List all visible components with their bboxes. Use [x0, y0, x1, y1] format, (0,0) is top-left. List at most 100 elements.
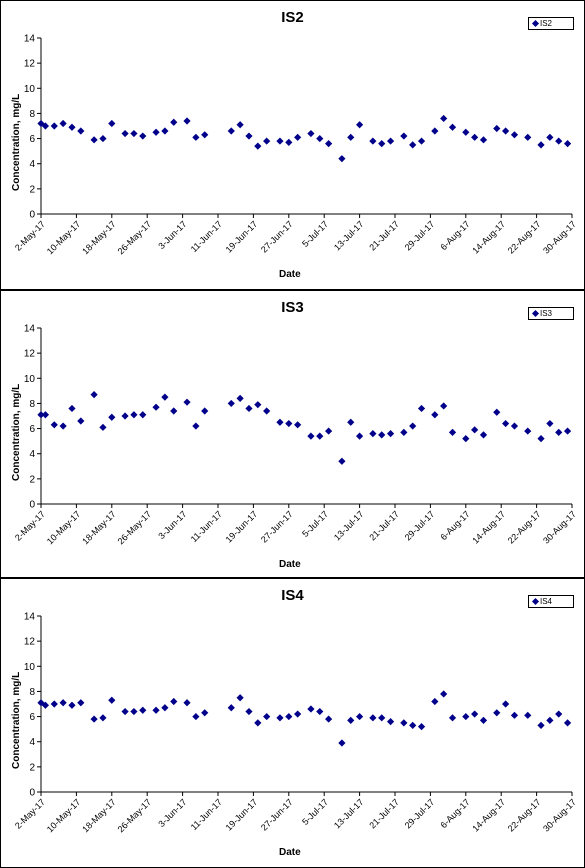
- chart-title: IS3: [281, 299, 304, 316]
- data-point: [431, 697, 439, 706]
- data-point: [386, 137, 395, 145]
- data-point: [99, 134, 107, 143]
- x-tick-label: 14-Aug-17: [470, 509, 507, 546]
- data-point: [325, 140, 333, 148]
- data-point: [325, 427, 333, 435]
- data-point: [493, 408, 501, 416]
- data-point: [183, 117, 191, 125]
- data-point: [68, 404, 76, 413]
- data-point: [170, 118, 178, 126]
- data-point: [386, 430, 395, 438]
- x-tick-label: 19-Jun-17: [224, 797, 260, 833]
- x-tick-label: 29-Jul-17: [403, 797, 437, 831]
- x-tick-label: 3-Jun-17: [156, 509, 188, 541]
- plot-area: 0 2 4 6 8 10 12 14 2-May-1710-May-1718-May-1726-…: [13, 612, 578, 835]
- data-point: [338, 457, 346, 465]
- data-point: [77, 699, 85, 707]
- data-point: [555, 428, 563, 436]
- x-tick-label: 29-Jul-17: [403, 219, 437, 253]
- data-point: [285, 712, 293, 721]
- data-point: [152, 706, 160, 714]
- x-tick-label: 5-Jul-17: [300, 797, 330, 827]
- data-point: [471, 710, 479, 718]
- x-tick-label: 2-May-17: [13, 797, 47, 831]
- data-point: [546, 716, 554, 724]
- data-point: [139, 706, 147, 714]
- x-tick-label: 2-May-17: [13, 509, 47, 543]
- legend-label: IS3: [540, 309, 553, 318]
- data-point: [546, 419, 554, 428]
- x-tick-label: 21-Jul-17: [367, 219, 401, 253]
- data-point: [347, 133, 355, 141]
- data-point: [502, 127, 510, 135]
- data-point: [440, 114, 448, 123]
- x-axis-label: Date: [279, 269, 301, 280]
- data-point: [254, 719, 262, 727]
- data-point: [307, 432, 315, 440]
- data-point: [41, 122, 50, 130]
- data-point: [555, 710, 563, 718]
- chart-legend: IS2: [528, 17, 574, 30]
- data-point: [227, 704, 235, 712]
- y-tick-label: 14: [24, 34, 36, 45]
- data-point: [285, 419, 293, 428]
- data-point: [152, 403, 160, 411]
- x-tick-label: 10-May-17: [45, 509, 82, 546]
- data-point: [356, 121, 364, 129]
- x-tick-label: 30-Aug-17: [541, 797, 578, 834]
- data-point: [59, 699, 67, 707]
- data-point: [227, 127, 235, 135]
- data-point: [192, 133, 200, 141]
- data-point: [537, 721, 545, 729]
- data-point: [400, 719, 408, 727]
- data-point: [170, 697, 178, 706]
- data-point: [37, 411, 45, 419]
- data-point: [448, 714, 457, 722]
- data-point: [307, 129, 315, 138]
- y-tick-label: 12: [24, 59, 36, 70]
- x-tick-label: 6-Aug-17: [438, 509, 471, 542]
- data-point: [245, 707, 253, 716]
- x-tick-label: 22-Aug-17: [506, 509, 543, 546]
- data-point: [59, 422, 67, 430]
- data-point: [338, 739, 346, 747]
- y-tick-label: 6: [29, 134, 35, 145]
- y-tick-label: 14: [24, 612, 36, 623]
- data-point: [68, 701, 76, 709]
- x-tick-label: 27-Jun-17: [259, 509, 295, 545]
- x-tick-label: 13-Jul-17: [332, 219, 366, 253]
- data-point: [41, 701, 50, 709]
- data-point: [409, 422, 417, 430]
- x-tick-label: 10-May-17: [45, 219, 82, 256]
- data-point: [378, 714, 386, 722]
- data-point: [471, 426, 479, 434]
- data-point: [417, 723, 426, 731]
- data-point: [108, 413, 116, 421]
- chart-panel-is3: IS3 Concentration, mg/L Date IS3 0 2 4 6 8 10…: [0, 290, 585, 578]
- x-tick-label: 6-Aug-17: [438, 797, 471, 830]
- data-point: [121, 707, 129, 716]
- data-point: [276, 137, 284, 145]
- data-point: [139, 411, 147, 419]
- data-point: [479, 716, 488, 724]
- x-tick-label: 30-Aug-17: [541, 219, 578, 256]
- data-point: [440, 402, 448, 410]
- data-point: [316, 134, 324, 143]
- data-point: [108, 696, 116, 704]
- data-point: [263, 407, 271, 415]
- data-point: [245, 404, 253, 413]
- y-tick-label: 14: [24, 324, 36, 335]
- data-point: [161, 127, 169, 135]
- data-point: [276, 714, 284, 722]
- data-point: [139, 132, 147, 140]
- data-point: [236, 394, 244, 402]
- x-tick-label: 27-Jun-17: [259, 219, 295, 255]
- data-point: [400, 428, 408, 436]
- x-tick-label: 14-Aug-17: [470, 797, 507, 834]
- x-tick-label: 13-Jul-17: [332, 509, 366, 543]
- data-point: [524, 427, 532, 435]
- x-tick-label: 26-May-17: [116, 509, 153, 546]
- data-point: [130, 411, 138, 419]
- x-tick-label: 18-May-17: [80, 219, 117, 256]
- x-tick-label: 13-Jul-17: [332, 797, 366, 831]
